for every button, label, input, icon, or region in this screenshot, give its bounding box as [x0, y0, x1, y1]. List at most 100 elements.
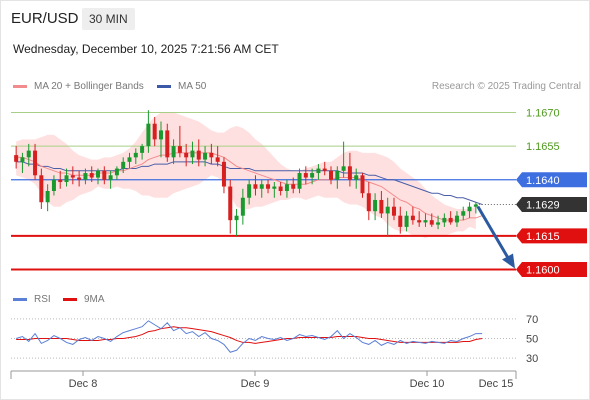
- candle-body: [140, 146, 145, 153]
- candle-body: [253, 184, 258, 189]
- legend-ma50: MA 50: [157, 81, 206, 92]
- candle-body: [83, 173, 88, 180]
- rsi-9ma-line: [16, 326, 483, 344]
- candle-body: [329, 170, 334, 180]
- candle-body: [209, 152, 214, 158]
- rsi-tick-label-70: 70: [526, 314, 538, 326]
- level-label-1.1615: 1.1615: [526, 231, 560, 243]
- rsi-tick-label-30: 30: [526, 353, 538, 365]
- candle-body: [14, 155, 19, 162]
- candle-body: [379, 199, 384, 214]
- candle-body: [203, 152, 208, 160]
- candle-body: [127, 157, 132, 162]
- forecast-arrow-head: [502, 253, 515, 269]
- candle-body: [467, 206, 472, 212]
- candle-body: [404, 215, 409, 227]
- candle-body: [417, 220, 422, 223]
- candle-body: [39, 175, 44, 203]
- ma9-swatch: [63, 298, 77, 301]
- legend-9ma: 9MA: [63, 294, 105, 305]
- candle-body: [158, 130, 163, 140]
- x-tick-label: Dec 10: [410, 378, 445, 390]
- legend-rsi: RSI: [13, 294, 51, 305]
- candle-body: [196, 150, 201, 160]
- level-label-1.1640: 1.1640: [526, 175, 560, 187]
- candle-body: [448, 217, 453, 223]
- candle-body: [171, 146, 176, 158]
- forecast-arrow-shaft: [476, 205, 511, 261]
- candle-body: [114, 168, 119, 176]
- legend-rsi-label: RSI: [34, 294, 51, 305]
- candle-body: [58, 179, 63, 183]
- rsi-swatch: [13, 298, 27, 301]
- candle-body: [89, 173, 94, 178]
- legend-ma20: MA 20 + Bollinger Bands: [13, 81, 144, 92]
- candle-body: [284, 184, 289, 191]
- x-tick-label: Dec 8: [69, 378, 98, 390]
- candle-body: [221, 161, 226, 187]
- candle-body: [259, 184, 264, 189]
- candle-body: [26, 150, 31, 158]
- candle-body: [152, 123, 157, 140]
- candle-body: [146, 123, 151, 147]
- candle-body: [278, 186, 283, 191]
- candle-body: [240, 197, 245, 216]
- candle-body: [366, 193, 371, 212]
- candle-body: [45, 191, 50, 203]
- level-tag-1.1615: [516, 228, 587, 244]
- candle-body: [33, 150, 38, 176]
- candle-body: [228, 186, 233, 221]
- candle-body: [165, 130, 170, 158]
- candle-body: [335, 170, 340, 180]
- candle-body: [133, 152, 138, 158]
- candle-body: [96, 170, 101, 178]
- candle-body: [423, 220, 428, 223]
- candle-body: [310, 173, 315, 178]
- level-tag-1.1600: [516, 262, 587, 278]
- level-tag-1.1629: [516, 196, 587, 212]
- rsi-tick-label-50: 50: [526, 334, 538, 346]
- instrument-title: EUR/USD: [11, 10, 79, 27]
- legend-ma20-label: MA 20 + Bollinger Bands: [34, 81, 144, 92]
- candle-body: [473, 204, 478, 207]
- candle-body: [303, 173, 308, 178]
- ma50-line: [16, 161, 483, 205]
- candle-body: [184, 152, 189, 158]
- candle-body: [461, 211, 466, 216]
- candle-body: [102, 170, 107, 180]
- ma20-line: [16, 152, 483, 221]
- level-tag-1.1640: [516, 172, 587, 188]
- candle-body: [360, 175, 365, 194]
- candle-body: [234, 215, 239, 221]
- candle-body: [121, 161, 126, 169]
- candle-body: [108, 175, 113, 180]
- legend-ma50-label: MA 50: [178, 81, 207, 92]
- candle-body: [64, 175, 69, 183]
- candle-body: [316, 168, 321, 174]
- candle-body: [347, 166, 352, 180]
- credit-text: Research © 2025 Trading Central: [431, 81, 581, 92]
- candle-body: [177, 146, 182, 153]
- candle-body: [215, 157, 220, 162]
- candle-body: [373, 199, 378, 212]
- candle-body: [442, 217, 447, 223]
- rsi-line: [15, 320, 483, 353]
- level-label-1.1655: 1.1655: [526, 141, 560, 153]
- x-tick-label: Dec 9: [241, 378, 270, 390]
- ma50-swatch: [157, 85, 171, 88]
- ma20-swatch: [13, 85, 27, 88]
- level-label-1.1600: 1.1600: [526, 265, 560, 277]
- level-label-1.1670: 1.1670: [526, 107, 560, 119]
- timestamp: Wednesday, December 10, 2025 7:21:56 AM …: [13, 42, 279, 56]
- candle-body: [429, 220, 434, 225]
- candle-body: [266, 184, 271, 189]
- candle-body: [322, 168, 327, 171]
- candle-body: [398, 215, 403, 227]
- candle-body: [410, 215, 415, 221]
- candle-body: [20, 157, 25, 162]
- timeframe-badge[interactable]: 30 MIN: [82, 8, 135, 30]
- candle-body: [454, 215, 459, 223]
- candle-body: [354, 175, 359, 180]
